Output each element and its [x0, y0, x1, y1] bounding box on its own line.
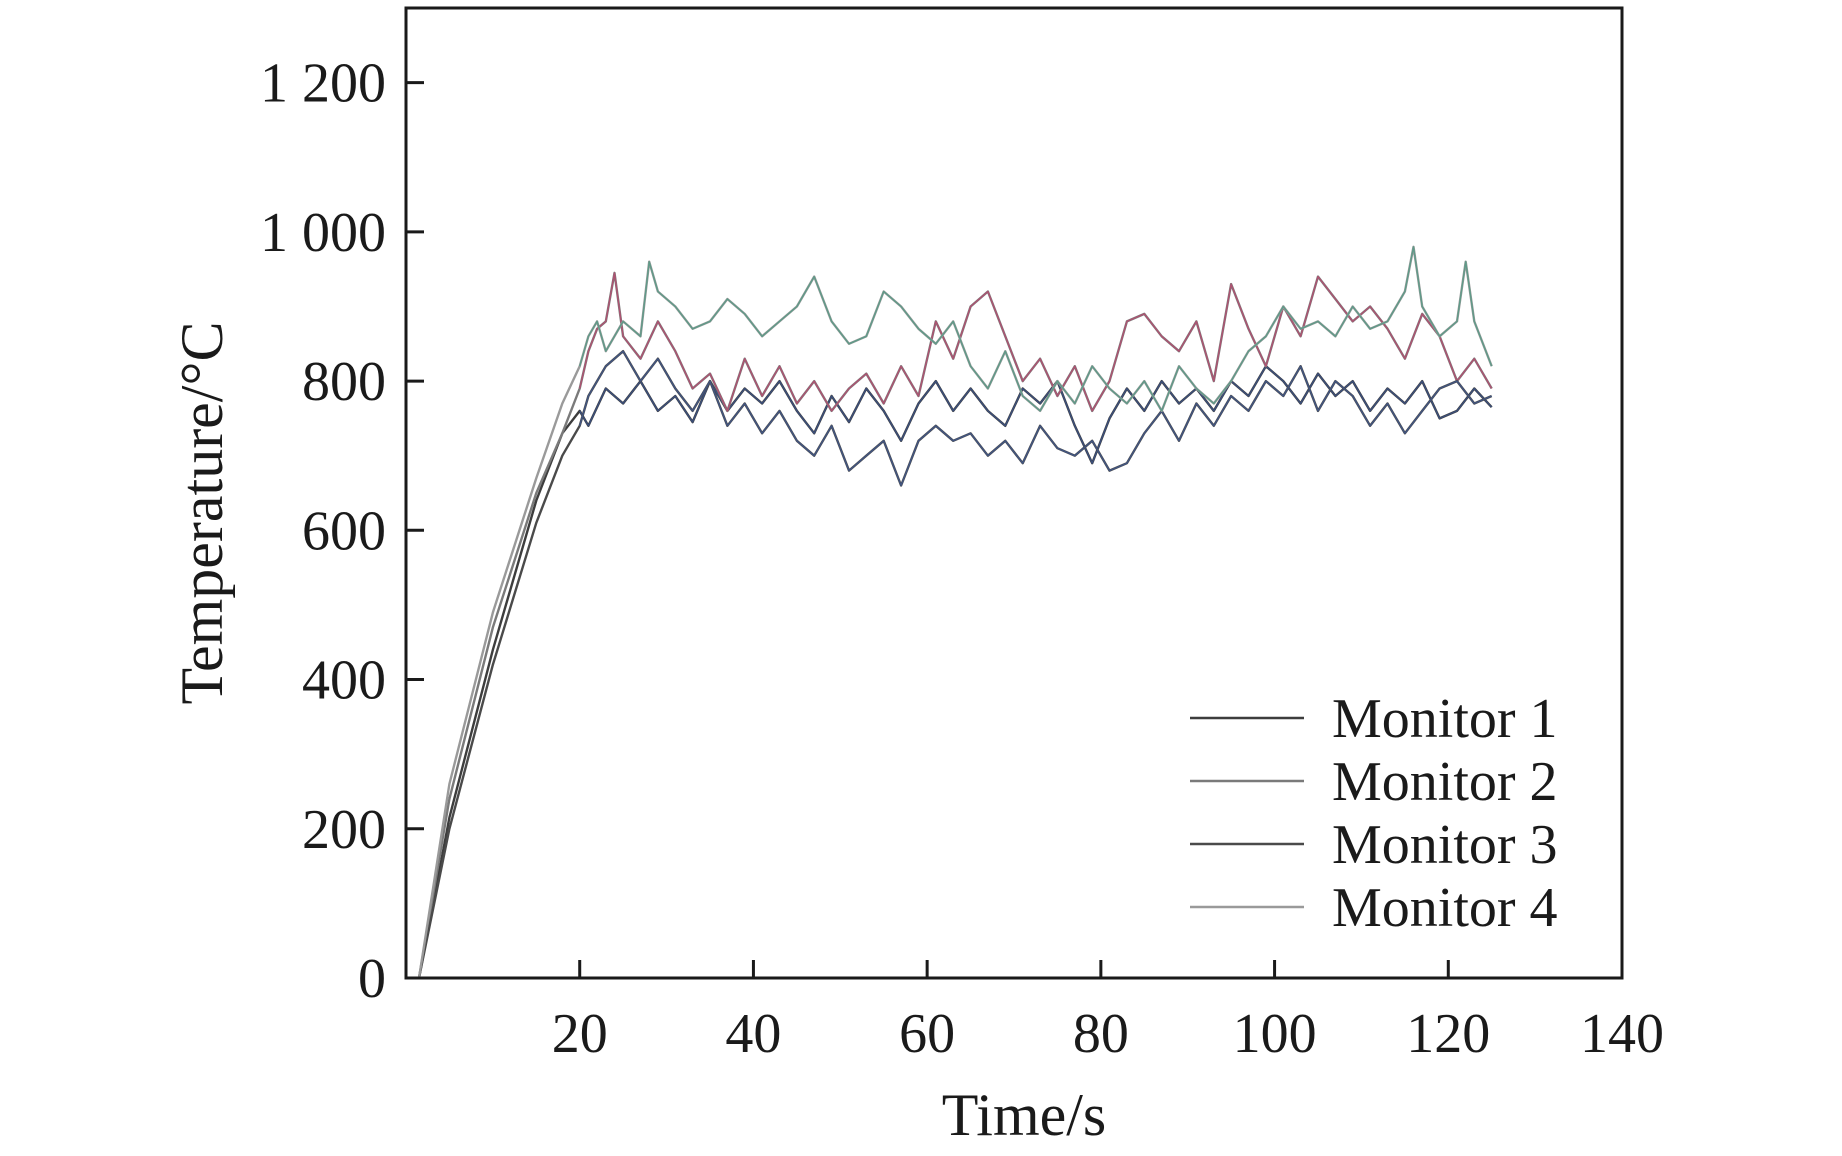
y-tick-label: 1 200	[260, 53, 386, 115]
series-line-monitor-1	[417, 365, 1493, 979]
x-axis: 20 40 60 80 100 120 140	[552, 960, 1664, 1065]
legend-label-monitor-1: Monitor 1	[1332, 688, 1558, 750]
series-layer	[417, 245, 1493, 979]
legend-label-monitor-2: Monitor 2	[1332, 751, 1558, 813]
series-accent-monitor-1	[579, 365, 1493, 464]
series-line-monitor-3	[417, 350, 1493, 979]
y-tick-label: 200	[302, 799, 386, 861]
y-tick-label: 800	[302, 351, 386, 413]
x-tick-label: 140	[1580, 1003, 1664, 1065]
x-axis-title: Time/s	[942, 1082, 1107, 1148]
x-tick-label: 100	[1233, 1003, 1317, 1065]
y-tick-label: 400	[302, 650, 386, 712]
legend-label-monitor-4: Monitor 4	[1332, 877, 1558, 939]
x-tick-label: 60	[899, 1003, 955, 1065]
y-tick-label: 0	[358, 948, 386, 1010]
plot-frame	[404, 6, 1624, 980]
series-accent-monitor-2	[579, 272, 1493, 412]
x-tick-label: 40	[725, 1003, 781, 1065]
series-line-monitor-2	[417, 271, 1493, 979]
y-axis-title: Temperature/°C	[169, 322, 235, 705]
series-line-monitor-4	[417, 245, 1493, 979]
y-tick-label: 600	[302, 500, 386, 562]
x-tick-label: 20	[552, 1003, 608, 1065]
series-accent-monitor-3	[579, 350, 1492, 487]
y-tick-label: 1 000	[260, 202, 386, 264]
x-tick-label: 120	[1406, 1003, 1490, 1065]
x-tick-label: 80	[1073, 1003, 1129, 1065]
y-axis: 0 200 400 600 800 1 000 1 200	[260, 53, 424, 1010]
series-accent-monitor-4	[579, 246, 1493, 412]
legend-label-monitor-3: Monitor 3	[1332, 814, 1558, 876]
